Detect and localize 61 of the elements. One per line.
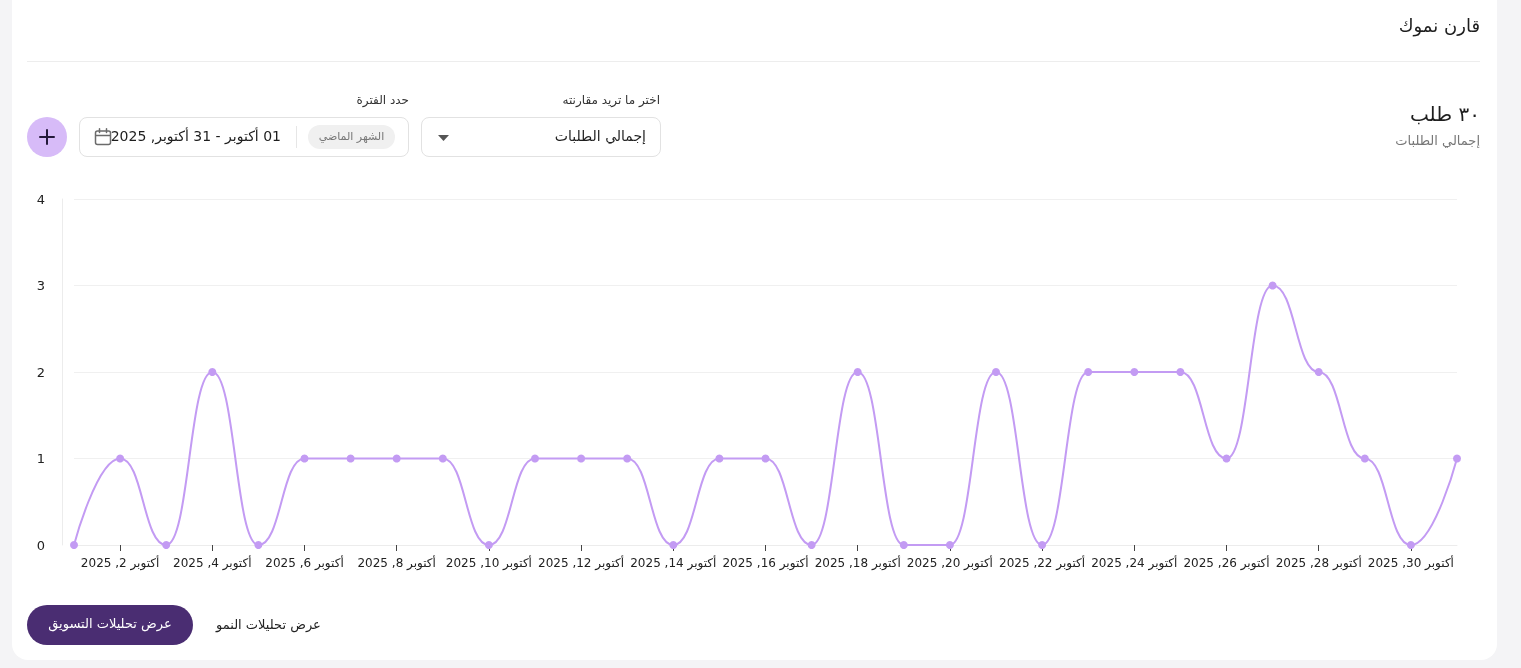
y-tick-label: 0 xyxy=(36,537,45,553)
chart-subtitle: ٣٠ طلب xyxy=(1409,102,1480,126)
text: اختر ما تريد مقارنته xyxy=(562,93,660,107)
point xyxy=(1268,281,1277,290)
point xyxy=(1222,454,1231,463)
chart-title: قارن نموك xyxy=(1398,15,1480,36)
point xyxy=(116,454,125,463)
x-tick-label: أكتوبر 26, 2025 xyxy=(1183,555,1270,571)
point xyxy=(208,368,217,376)
text: عرض تحليلات النمو xyxy=(216,617,321,632)
point xyxy=(531,454,539,463)
point xyxy=(1084,368,1093,376)
point xyxy=(484,541,493,549)
point xyxy=(577,454,586,463)
chip: الشهر الماضي xyxy=(308,125,395,149)
y-tick-label: 4 xyxy=(36,191,45,207)
filled-button: عرض تحليلات التسويق xyxy=(27,605,193,645)
x-tick-label: أكتوبر 24, 2025 xyxy=(1091,555,1178,571)
point xyxy=(945,541,954,549)
point xyxy=(853,368,862,376)
point xyxy=(1130,368,1139,376)
x-tick-label: أكتوبر 12, 2025 xyxy=(538,555,625,571)
point xyxy=(1360,454,1369,463)
point xyxy=(1314,368,1323,376)
point xyxy=(70,541,78,549)
point xyxy=(254,541,263,549)
point xyxy=(346,454,355,463)
point xyxy=(623,454,632,463)
x-tick-label: أكتوبر 30, 2025 xyxy=(1367,555,1454,571)
y-tick-label: 3 xyxy=(36,278,45,293)
x-tick-label: أكتوبر 16, 2025 xyxy=(722,555,809,571)
point xyxy=(1038,541,1047,549)
date-field: الشهر الماضي 01 أكتوبر - 31 أكتوبر, 2025 xyxy=(79,117,409,157)
point xyxy=(899,541,908,549)
x-tick-label: أكتوبر 22, 2025 xyxy=(999,555,1086,571)
text: إجمالي الطلبات xyxy=(1395,133,1480,148)
point xyxy=(1176,368,1185,376)
x-tick-label: أكتوبر 18, 2025 xyxy=(814,555,901,571)
point xyxy=(807,541,816,549)
x-tick-label: أكتوبر 14, 2025 xyxy=(630,555,717,571)
x-tick-label: أكتوبر 28, 2025 xyxy=(1275,555,1362,571)
x-tick-label: أكتوبر 6, 2025 xyxy=(265,555,344,571)
y-tick-label: 1 xyxy=(36,451,45,466)
point xyxy=(669,541,678,549)
x-tick-label: أكتوبر 8, 2025 xyxy=(357,555,436,571)
point xyxy=(438,454,447,463)
text: حدد الفترة xyxy=(356,93,409,107)
point xyxy=(392,454,401,463)
point xyxy=(1453,454,1461,463)
x-tick-label: أكتوبر 4, 2025 xyxy=(173,555,252,571)
x-tick-label: أكتوبر 10, 2025 xyxy=(445,555,532,571)
select-field: إجمالي الطلبات xyxy=(421,117,661,157)
point xyxy=(300,454,309,463)
point xyxy=(715,454,724,463)
point xyxy=(761,454,770,463)
x-tick-label: أكتوبر 20, 2025 xyxy=(906,555,993,571)
point xyxy=(992,368,1000,376)
point xyxy=(1406,541,1415,549)
x-tick-label: أكتوبر 2, 2025 xyxy=(80,555,160,571)
point xyxy=(162,541,171,549)
y-tick-label: 2 xyxy=(36,364,45,380)
